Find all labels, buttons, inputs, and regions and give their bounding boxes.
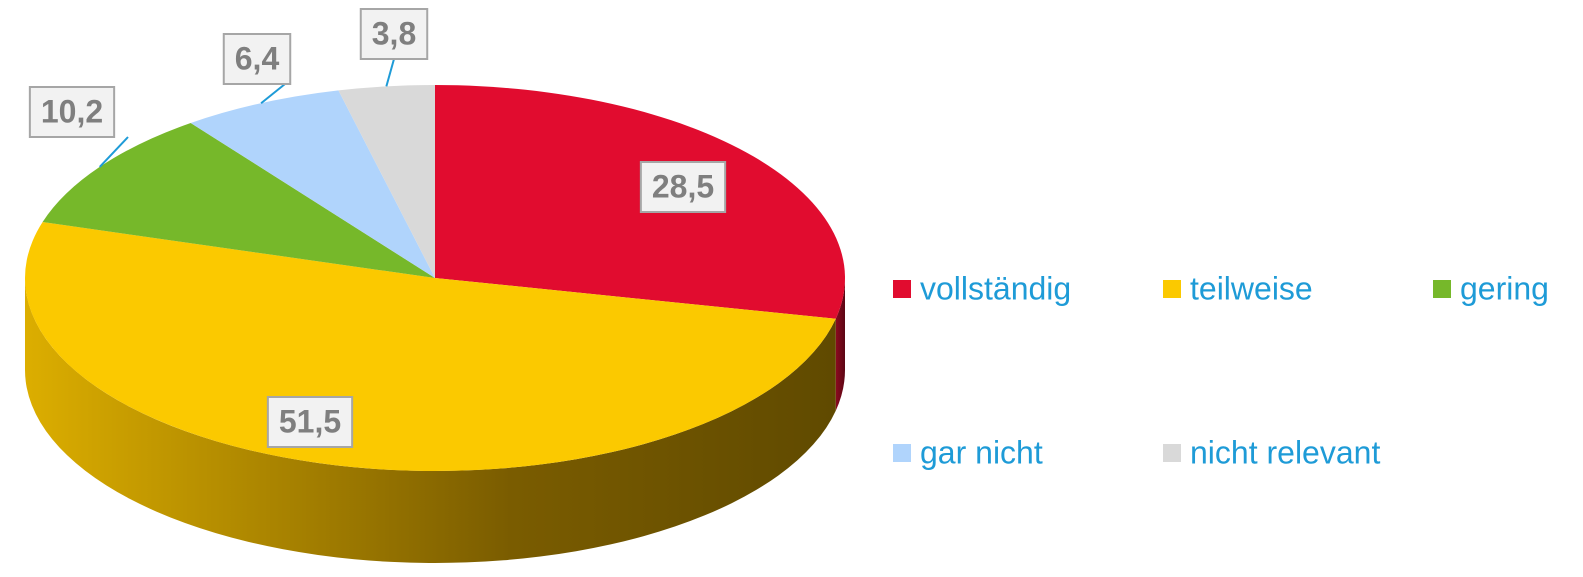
legend-label: gar nicht	[920, 434, 1043, 470]
legend-swatch	[1433, 280, 1451, 298]
label-box	[222, 33, 292, 85]
data-label: 3,8	[372, 15, 416, 51]
data-label: 10,2	[41, 93, 103, 129]
legend-swatch	[1163, 280, 1181, 298]
slice-side	[835, 278, 845, 411]
leader-line	[260, 83, 286, 105]
leader-line	[385, 58, 395, 87]
legend-label: nicht relevant	[1190, 434, 1380, 470]
data-label: 28,5	[652, 168, 714, 204]
legend-swatch	[893, 444, 911, 462]
data-label: 51,5	[279, 403, 341, 439]
leader-line	[98, 136, 129, 168]
label-box	[639, 161, 727, 213]
data-label: 6,4	[235, 40, 280, 76]
legend-label: teilweise	[1190, 270, 1313, 306]
slice	[42, 123, 435, 278]
label-box	[28, 86, 116, 138]
slice	[338, 85, 435, 278]
label-box	[359, 8, 429, 60]
legend-label: vollständig	[920, 270, 1071, 306]
slice	[24, 222, 836, 472]
legend-label: gering	[1460, 270, 1549, 306]
legend-swatch	[1163, 444, 1181, 462]
legend-swatch	[893, 280, 911, 298]
slice-side	[25, 278, 836, 563]
slice	[190, 90, 435, 279]
label-box	[266, 396, 354, 448]
